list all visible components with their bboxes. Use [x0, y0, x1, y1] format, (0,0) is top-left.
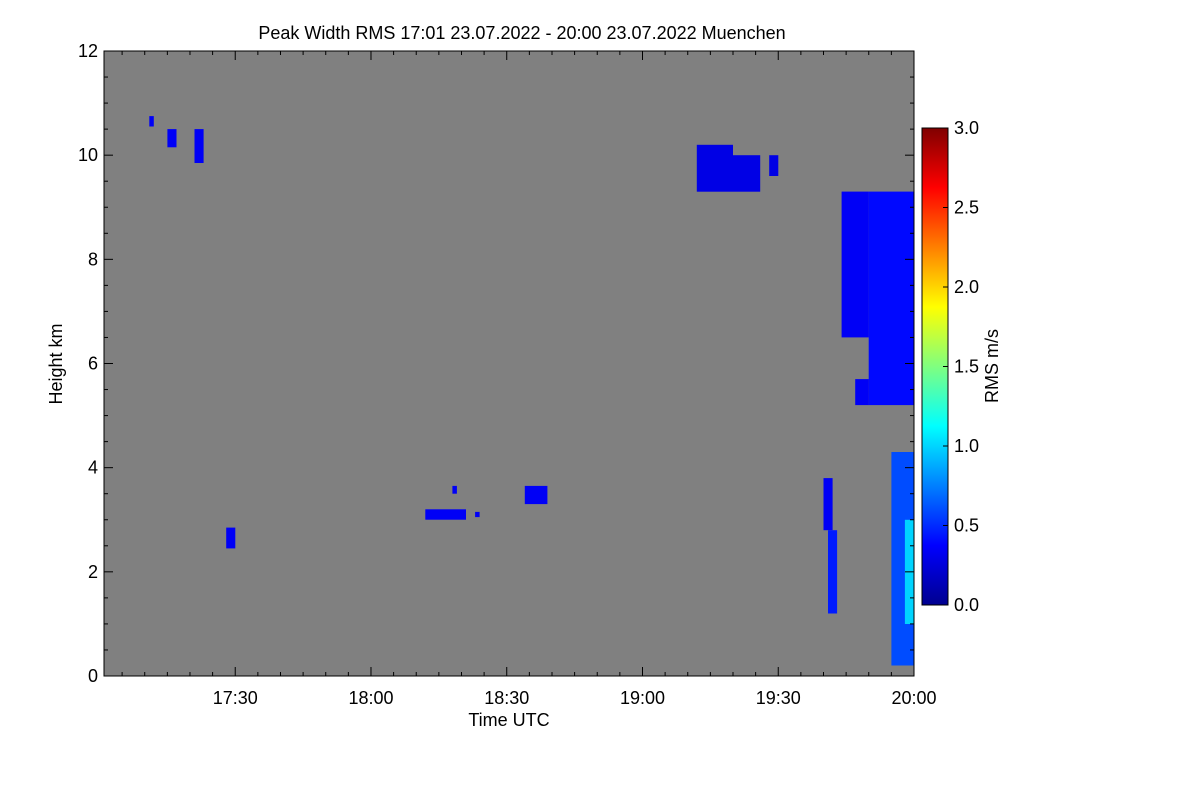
echo-region: [841, 191, 869, 338]
echo-region: [194, 129, 204, 163]
y-axis-label: Height km: [46, 323, 66, 404]
echo-layer: [149, 116, 914, 666]
echo-region: [475, 511, 480, 518]
colorbar-tick-label: 0.5: [954, 516, 979, 536]
y-axis: 0 2 4 6 8 10 12: [78, 41, 914, 686]
colorbar-tick-label: 1.5: [954, 357, 979, 377]
y-tick-label: 0: [88, 666, 98, 686]
x-tick-label: 19:00: [620, 688, 665, 708]
colorbar-tick-label: 1.0: [954, 436, 979, 456]
x-axis-label: Time UTC: [468, 710, 549, 730]
x-tick-label: 18:00: [348, 688, 393, 708]
echo-region: [733, 155, 761, 192]
x-tick-label: 19:30: [756, 688, 801, 708]
y-tick-label: 6: [88, 354, 98, 374]
echo-region: [823, 478, 833, 531]
colorbar-ticks: 0.0 0.5 1.0 1.5 2.0 2.5 3.0: [943, 118, 979, 615]
echo-region: [425, 509, 466, 520]
echo-region: [828, 530, 838, 614]
colorbar-label: RMS m/s: [982, 329, 1002, 403]
echo-region: [167, 129, 177, 148]
colorbar-tick-label: 2.5: [954, 198, 979, 218]
echo-region: [868, 191, 914, 406]
echo-region: [226, 527, 236, 549]
y-tick-label: 12: [78, 41, 98, 61]
y-tick-label: 4: [88, 458, 98, 478]
echo-region: [524, 485, 548, 505]
x-tick-label: 20:00: [891, 688, 936, 708]
colorbar-tick-label: 2.0: [954, 277, 979, 297]
colorbar-tick-label: 0.0: [954, 595, 979, 615]
echo-region: [769, 155, 779, 176]
echo-region: [452, 485, 457, 494]
echo-region: [696, 144, 733, 192]
x-tick-label: 17:30: [213, 688, 258, 708]
echo-region: [855, 379, 869, 406]
y-tick-label: 10: [78, 145, 98, 165]
chart-title: Peak Width RMS 17:01 23.07.2022 - 20:00 …: [258, 23, 785, 43]
colorbar-tick-label: 3.0: [954, 118, 979, 138]
x-axis: 17:30 18:00 18:30 19:00 19:30 20:00: [121, 51, 937, 708]
y-tick-label: 8: [88, 249, 98, 269]
y-tick-label: 2: [88, 562, 98, 582]
echo-region: [149, 116, 154, 127]
plot-area: [104, 51, 914, 676]
x-tick-label: 18:30: [484, 688, 529, 708]
